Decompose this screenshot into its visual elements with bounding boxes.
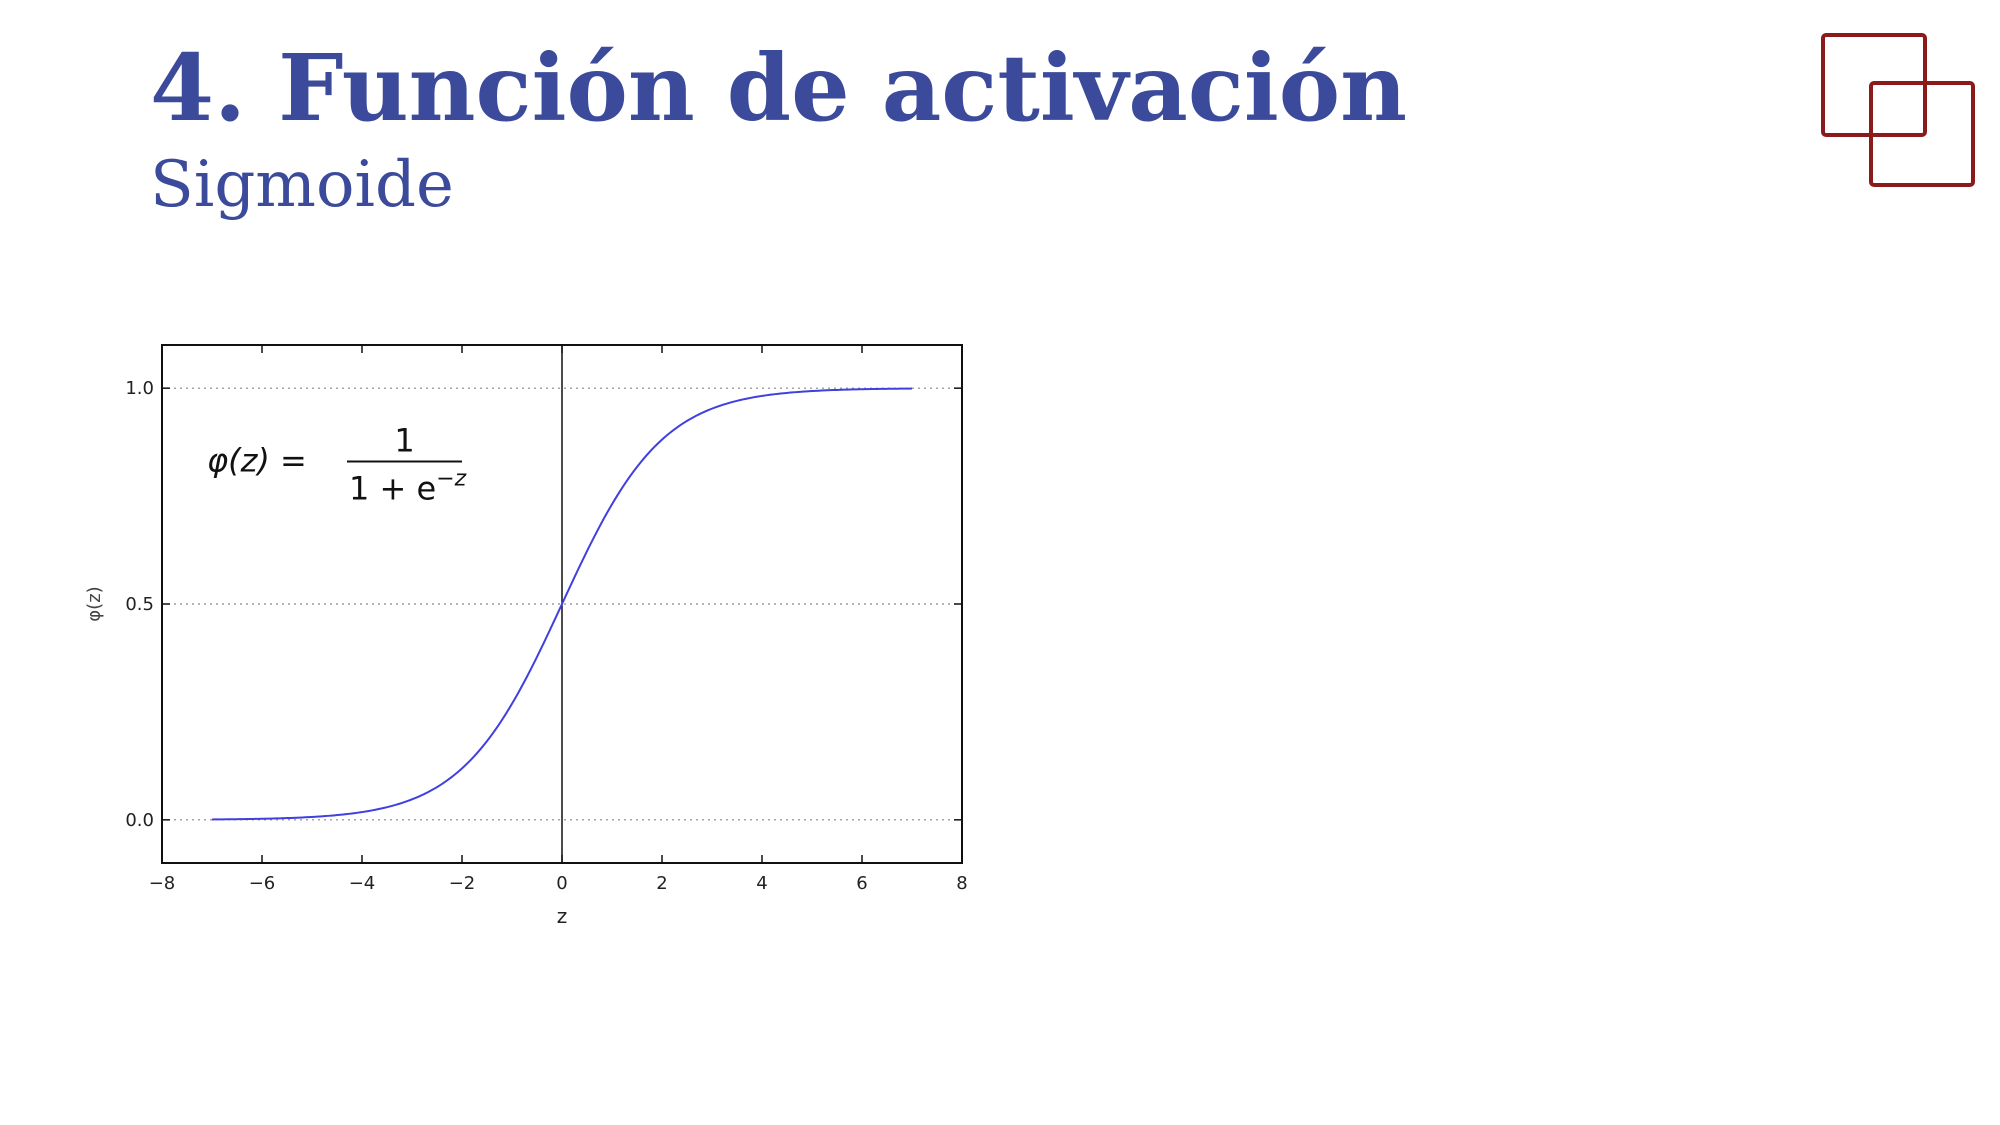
overlapping-squares-icon [1821,33,1975,187]
formula-exponent: −z [436,467,466,492]
x-tick-label: 4 [756,873,767,894]
sigmoid-curve [211,387,913,821]
slide-subtitle: Sigmoide [150,148,454,222]
formula-lhs: φ(z) = [207,442,307,480]
formula-denominator-base: 1 + e [349,470,436,508]
formula-denominator: 1 + e−z [349,467,467,508]
slide-title: 4. Función de activación [150,34,1408,142]
x-tick-label: −6 [249,873,276,894]
x-tick-label: 2 [656,873,667,894]
x-tick-label: 0 [556,873,567,894]
x-tick-label: −8 [149,873,176,894]
x-tick-label: −4 [349,873,376,894]
y-tick-label: 0.5 [125,594,154,615]
logo-square-front [1869,81,1975,187]
y-axis-label: φ(z) [84,586,105,621]
y-tick-label: 0.0 [125,810,154,831]
sigmoid-formula: φ(z) = 1 1 + e−z [207,422,467,508]
x-tick-label: 8 [956,873,967,894]
x-axis-label: z [557,904,568,928]
x-tick-label: 6 [856,873,867,894]
y-tick-label: 1.0 [125,378,154,399]
formula-numerator: 1 [394,422,414,460]
x-tick-label: −2 [449,873,476,894]
sigmoid-chart: −8 −6 −4 −2 0 2 4 6 8 0.0 0.5 1.0 z φ(z) φ(z) = 1 1… [84,344,968,928]
